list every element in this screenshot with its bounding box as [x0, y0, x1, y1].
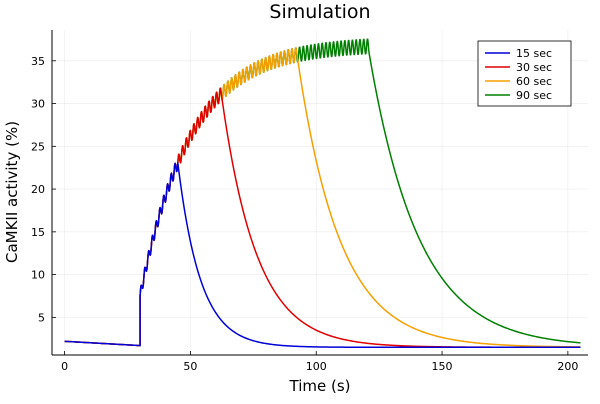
chart-title: Simulation — [269, 1, 370, 23]
series-line-15-sec — [64, 162, 581, 349]
y-tick-label: 15 — [31, 226, 45, 239]
series-line-30-sec — [64, 87, 581, 349]
y-tick-label: 20 — [31, 183, 45, 196]
legend-label: 90 sec — [516, 89, 552, 102]
y-tick-label: 10 — [31, 269, 45, 282]
x-tick-label: 50 — [183, 360, 197, 373]
legend-label: 30 sec — [516, 61, 552, 74]
y-tick-label: 5 — [38, 311, 45, 324]
legend-label: 15 sec — [516, 47, 552, 60]
grid — [52, 30, 588, 355]
axes — [51, 30, 588, 356]
x-axis-label: Time (s) — [289, 377, 351, 395]
x-tick-label: 100 — [306, 360, 327, 373]
y-tick-label: 35 — [31, 55, 45, 68]
x-tick-label: 150 — [432, 360, 453, 373]
series-layer — [64, 38, 581, 349]
y-tick-label: 30 — [31, 98, 45, 111]
y-tick-label: 25 — [31, 140, 45, 153]
y-axis-label: CaMKII activity (%) — [3, 121, 21, 263]
x-tick-label: 200 — [557, 360, 578, 373]
legend-label: 60 sec — [516, 75, 552, 88]
ticks: 0 50 100 150 200 5 10 15 20 25 30 35 — [31, 55, 578, 373]
x-tick-label: 0 — [61, 360, 68, 373]
